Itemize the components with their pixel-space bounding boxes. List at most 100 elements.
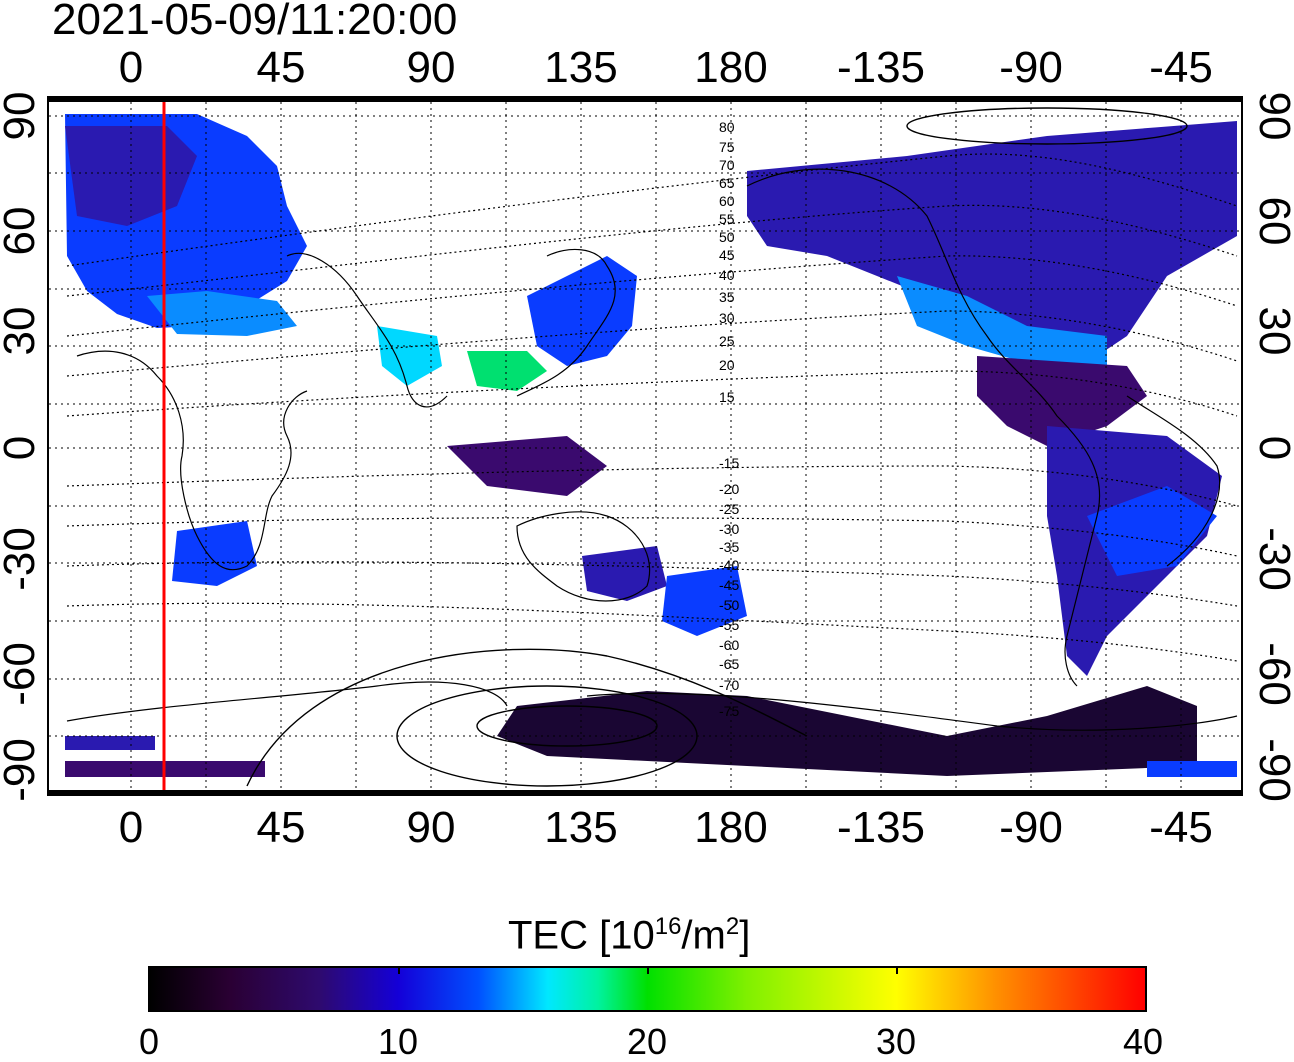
contour-label: -45 — [719, 577, 739, 593]
coast-antarctica-west — [66, 681, 508, 722]
contour-label: 30 — [719, 310, 735, 326]
top-axis-bar — [47, 96, 1243, 102]
lat-tick-left: 30 — [0, 306, 44, 356]
contour-label: 35 — [719, 289, 735, 305]
lon-tick-bottom: 0 — [118, 803, 144, 852]
colorbar-title-unit: /m — [681, 913, 726, 958]
contour-label: 75 — [719, 139, 735, 155]
colorbar-tick — [398, 968, 400, 974]
contour-label-group: 80 75 70 65 60 55 50 45 40 35 30 25 20 1… — [719, 119, 739, 719]
lon-tick-bottom: 180 — [694, 803, 768, 852]
coast-asia-east — [516, 248, 616, 397]
tec-patch-north-america — [747, 121, 1237, 356]
lon-tick-bottom: -90 — [999, 803, 1063, 852]
tec-patch-southern-strip-2 — [65, 736, 155, 750]
tec-data-layer — [65, 114, 1237, 777]
coast-asia-south — [286, 252, 448, 408]
lon-tick-top: 180 — [694, 43, 768, 92]
geomagnetic-pole-contours — [246, 107, 1188, 787]
contour-label: 50 — [719, 229, 735, 245]
contour-label: 80 — [719, 119, 735, 135]
colorbar-label: 20 — [626, 1021, 668, 1062]
bottom-axis-bar — [47, 790, 1243, 796]
lat-tick-right: 60 — [1250, 196, 1294, 246]
lat-tick-left: -90 — [0, 738, 44, 802]
contour-label: 45 — [719, 247, 735, 263]
contour-label: 15 — [719, 389, 735, 405]
coast-australia — [516, 511, 651, 602]
tec-patch-china — [467, 351, 547, 391]
lon-tick-top: 0 — [118, 43, 144, 92]
colorbar-label: 40 — [1122, 1021, 1164, 1062]
tec-patch-india — [377, 326, 442, 386]
lon-tick-top: -135 — [836, 43, 926, 92]
tec-colorbar — [148, 966, 1147, 1012]
colorbar-tick — [647, 968, 649, 974]
tec-patch-brazil — [1087, 486, 1217, 576]
lat-tick-left: 0 — [0, 436, 44, 460]
colorbar-label: 30 — [875, 1021, 917, 1062]
contour-label: -30 — [719, 521, 739, 537]
colorbar-tick — [896, 968, 898, 974]
lat-tick-left: 90 — [0, 91, 44, 141]
colorbar-title: TEC [1016/m2] — [508, 903, 750, 959]
contour-label: 60 — [719, 193, 735, 209]
contour-label: -60 — [719, 637, 739, 653]
contour-label: 65 — [719, 175, 735, 191]
tec-patch-mediterranean — [147, 291, 297, 336]
lon-tick-bottom: 135 — [544, 803, 618, 852]
contour-label: -75 — [719, 703, 739, 719]
tec-patch-southern-strip-3 — [1147, 761, 1237, 777]
coast-africa — [76, 350, 308, 571]
tec-patch-japan — [527, 256, 637, 366]
coastlines — [66, 168, 1238, 731]
tec-patch-central-america — [977, 356, 1147, 446]
lat-tick-left: -30 — [0, 527, 44, 591]
lat-tick-right: -90 — [1250, 738, 1294, 802]
contour-label: 20 — [719, 357, 735, 373]
contour-label: -25 — [719, 501, 739, 517]
tec-patch-newzealand — [662, 566, 747, 636]
colorbar-title-exponent2: 2 — [725, 913, 740, 940]
lon-tick-top: 135 — [544, 43, 618, 92]
contour-label: -35 — [719, 539, 739, 555]
colorbar-title-end: ] — [739, 913, 751, 958]
lat-tick-right: -30 — [1250, 527, 1294, 591]
lon-tick-bottom: 45 — [256, 803, 306, 852]
contour-label: 70 — [719, 157, 735, 173]
contour-label: 40 — [719, 267, 735, 283]
tec-patch-indonesia — [447, 436, 607, 496]
lon-tick-top: 90 — [406, 43, 456, 92]
tec-world-map: 80 75 70 65 60 55 50 45 40 35 30 25 20 1… — [47, 96, 1243, 796]
lat-tick-left: -60 — [0, 642, 44, 706]
colorbar-title-prefix: TEC [10 — [508, 913, 655, 958]
colorbar-label: 10 — [377, 1021, 419, 1062]
contour-label: -15 — [719, 455, 739, 471]
contour-label: -65 — [719, 656, 739, 672]
lat-tick-left: 60 — [0, 206, 44, 256]
lon-tick-top: -90 — [999, 43, 1063, 92]
contour-label: 25 — [719, 333, 735, 349]
lon-tick-top: -45 — [1149, 43, 1213, 92]
contour-label: -20 — [719, 481, 739, 497]
lon-tick-bottom: -135 — [836, 803, 926, 852]
coast-antarctica-east — [586, 692, 1238, 731]
lon-tick-bottom: 90 — [406, 803, 456, 852]
colorbar-title-exponent: 16 — [654, 913, 682, 940]
contour-label: 55 — [719, 211, 735, 227]
coast-americas — [746, 168, 1101, 687]
lat-tick-right: 90 — [1250, 91, 1294, 141]
lat-tick-right: 30 — [1250, 306, 1294, 356]
lat-tick-right: -60 — [1250, 642, 1294, 706]
colorbar-label: 0 — [138, 1021, 160, 1062]
contour-label: -40 — [719, 557, 739, 573]
lon-tick-top: 45 — [256, 43, 306, 92]
geomagnetic-contours — [66, 153, 1238, 662]
contour-label: -70 — [719, 677, 739, 693]
coast-south-america-east — [1126, 395, 1221, 567]
lat-tick-right: 0 — [1250, 436, 1294, 460]
contour-label: -55 — [719, 617, 739, 633]
timestamp-title: 2021-05-09/11:20:00 — [52, 0, 458, 44]
contour-label: -50 — [719, 597, 739, 613]
lon-tick-bottom: -45 — [1149, 803, 1213, 852]
